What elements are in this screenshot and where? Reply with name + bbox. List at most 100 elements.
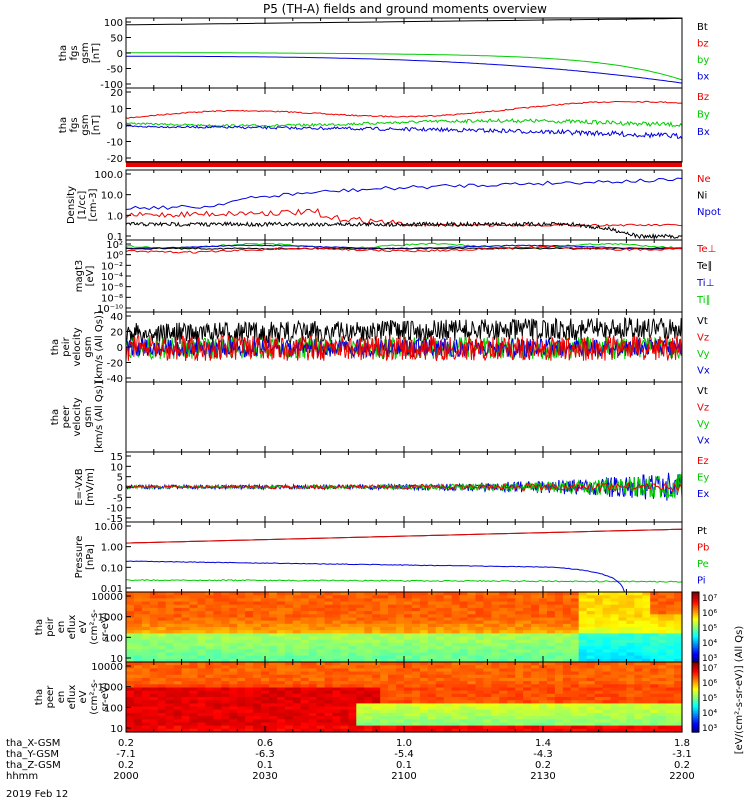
ylabel-peir-eflux: eV <box>78 620 89 633</box>
ylabel-peer-eflux: peer <box>45 685 56 709</box>
ylabel-fgs-gsm-2: tha <box>58 117 69 133</box>
ytick-pressure: 10.00 <box>94 522 123 533</box>
legend-temperature: Te⊥ <box>696 244 716 255</box>
ytick-fgs-gsm-2: -10 <box>107 138 123 149</box>
series-bx <box>126 55 683 84</box>
ytick-fgs-gsm-2: 20 <box>110 88 123 99</box>
xaxis-tick-value: 0.1 <box>396 760 412 771</box>
legend-peer-velocity: Vz <box>697 403 709 414</box>
series-By <box>125 118 683 128</box>
xaxis-tick-value: 2100 <box>391 771 416 782</box>
xaxis-tick-value: -5.4 <box>394 749 414 760</box>
xaxis-tick-value: 0.2 <box>674 760 690 771</box>
ytick-peir-eflux: 1000 <box>98 613 123 624</box>
ytick-temperature: 10⁰ <box>106 251 123 262</box>
series-Ez <box>126 481 683 493</box>
ytick-temperature: 10⁻¹⁰ <box>97 304 123 315</box>
ytick-fgs-gsm-1: 50 <box>110 34 123 45</box>
ytick-temperature: 10² <box>106 240 123 251</box>
ytick-fgs-gsm-1: 100 <box>104 18 123 29</box>
peer-spectrogram <box>126 662 683 733</box>
colorbar-tick: 10⁴ <box>702 709 717 719</box>
legend-pressure: Pi <box>697 576 706 587</box>
ytick-fgs-gsm-2: -20 <box>107 154 123 165</box>
ytick-pressure: 0.10 <box>101 563 123 574</box>
date-label: 2019 Feb 12 <box>6 789 68 800</box>
ytick-peer-eflux: 10 <box>110 724 123 735</box>
ylabel-peir-velocity: peir <box>61 336 72 356</box>
ylabel-peer-velocity: velocity <box>72 397 83 436</box>
xaxis-tick-value: 0.2 <box>118 738 134 749</box>
ylabel-peir-eflux: sr-eV) <box>100 612 111 641</box>
ylabel-peer-eflux: tha <box>34 689 45 705</box>
ylabel-peir-eflux: en <box>56 621 67 634</box>
xaxis-row-label: tha_Y-GSM <box>6 749 59 760</box>
ytick-peir-velocity: 20 <box>110 328 123 339</box>
legend-temperature: Ti∥ <box>696 295 711 306</box>
colorbar-tick: 10⁵ <box>702 694 717 704</box>
xaxis-tick-value: 0.2 <box>535 760 551 771</box>
ytick-fgs-gsm-2: 0 <box>117 121 123 132</box>
colorbar-1 <box>692 662 699 733</box>
ytick-temperature: 10⁻⁶ <box>101 283 123 294</box>
ylabel-peir-velocity: velocity <box>72 327 83 366</box>
ylabel-fgs-gsm-2: gsm <box>80 114 91 135</box>
xaxis-tick-value: 1.4 <box>535 738 551 749</box>
ylabel-pressure: Pressure <box>74 536 85 579</box>
ylabel-peir-eflux: (cm²-s- <box>89 609 100 645</box>
ylabel-peer-eflux: sr-eV) <box>100 682 111 711</box>
peir-spectrogram <box>126 592 683 663</box>
xaxis-tick-value: 2130 <box>530 771 555 782</box>
legend-fgs-gsm-2: Bz <box>697 92 709 103</box>
colorbar-frame <box>691 661 700 733</box>
ylabel-fgs-gsm-1: [nT] <box>91 43 102 63</box>
ytick-density: 100.0 <box>94 170 123 181</box>
ylabel-peir-eflux: peir <box>45 616 56 636</box>
ytick-efield: -15 <box>107 514 123 525</box>
xaxis-row-label: tha_Z-GSM <box>6 760 61 771</box>
ytick-peer-eflux: 10000 <box>91 662 123 673</box>
ytick-efield: -10 <box>107 504 123 515</box>
legend-density: Ni <box>697 191 707 202</box>
legend-pressure: Pe <box>697 559 709 570</box>
ytick-density: 0.1 <box>107 232 123 243</box>
series-Npot <box>125 177 683 211</box>
legend-fgs-gsm-1: bz <box>697 39 709 50</box>
ylabel-fgs-gsm-1: fgs <box>69 45 80 60</box>
colorbar-tick: 10⁶ <box>702 679 717 689</box>
legend-density: Ne <box>697 174 711 185</box>
colorbar-tick: 10⁷ <box>702 594 717 604</box>
ytick-efield: 5 <box>117 473 123 484</box>
ylabel-peir-velocity: tha <box>50 339 61 355</box>
ylabel-fgs-gsm-2: [nT] <box>91 115 102 135</box>
legend-temperature: Te∥ <box>696 261 713 272</box>
ylabel-peer-velocity: [km/s (All Qs)] <box>94 381 105 453</box>
xaxis-row-label: hhmm <box>6 771 38 782</box>
plot-title: P5 (TH-A) fields and ground moments over… <box>263 2 547 16</box>
ytick-temperature: 10⁻⁸ <box>101 293 123 304</box>
ylabel-efield: [mV/m] <box>85 468 96 506</box>
ylabel-efield: E=-VxB <box>74 468 85 505</box>
ylabel-fgs-gsm-1: tha <box>58 45 69 61</box>
ylabel-fgs-gsm-1: gsm <box>80 42 91 63</box>
ylabel-temperature: [eV] <box>85 266 96 287</box>
xaxis-row-label: tha_X-GSM <box>6 738 60 749</box>
legend-fgs-gsm-2: Bx <box>697 127 710 138</box>
colorbar-tick: 10³ <box>702 654 717 664</box>
ylabel-peer-eflux: en <box>56 691 67 704</box>
xaxis-tick-value: -3.1 <box>672 749 692 760</box>
series-Vt <box>125 317 683 346</box>
colorbar-0 <box>692 592 699 663</box>
legend-efield: Ez <box>697 456 709 467</box>
series-Ni <box>125 220 683 240</box>
colorbar-label: [eV/(cm²-s-sr-eV)] (All Qs) <box>734 626 745 755</box>
legend-peir-velocity: Vz <box>697 333 709 344</box>
xaxis-tick-value: 0.6 <box>257 738 273 749</box>
colorbar-tick: 10⁷ <box>702 664 717 674</box>
legend-fgs-gsm-2: By <box>697 110 710 121</box>
xaxis-tick-value: 1.8 <box>674 738 690 749</box>
xaxis-tick-value: -6.3 <box>255 749 275 760</box>
ylabel-peer-eflux: eV <box>78 690 89 703</box>
ylabel-density: [1/cc] <box>77 191 88 220</box>
